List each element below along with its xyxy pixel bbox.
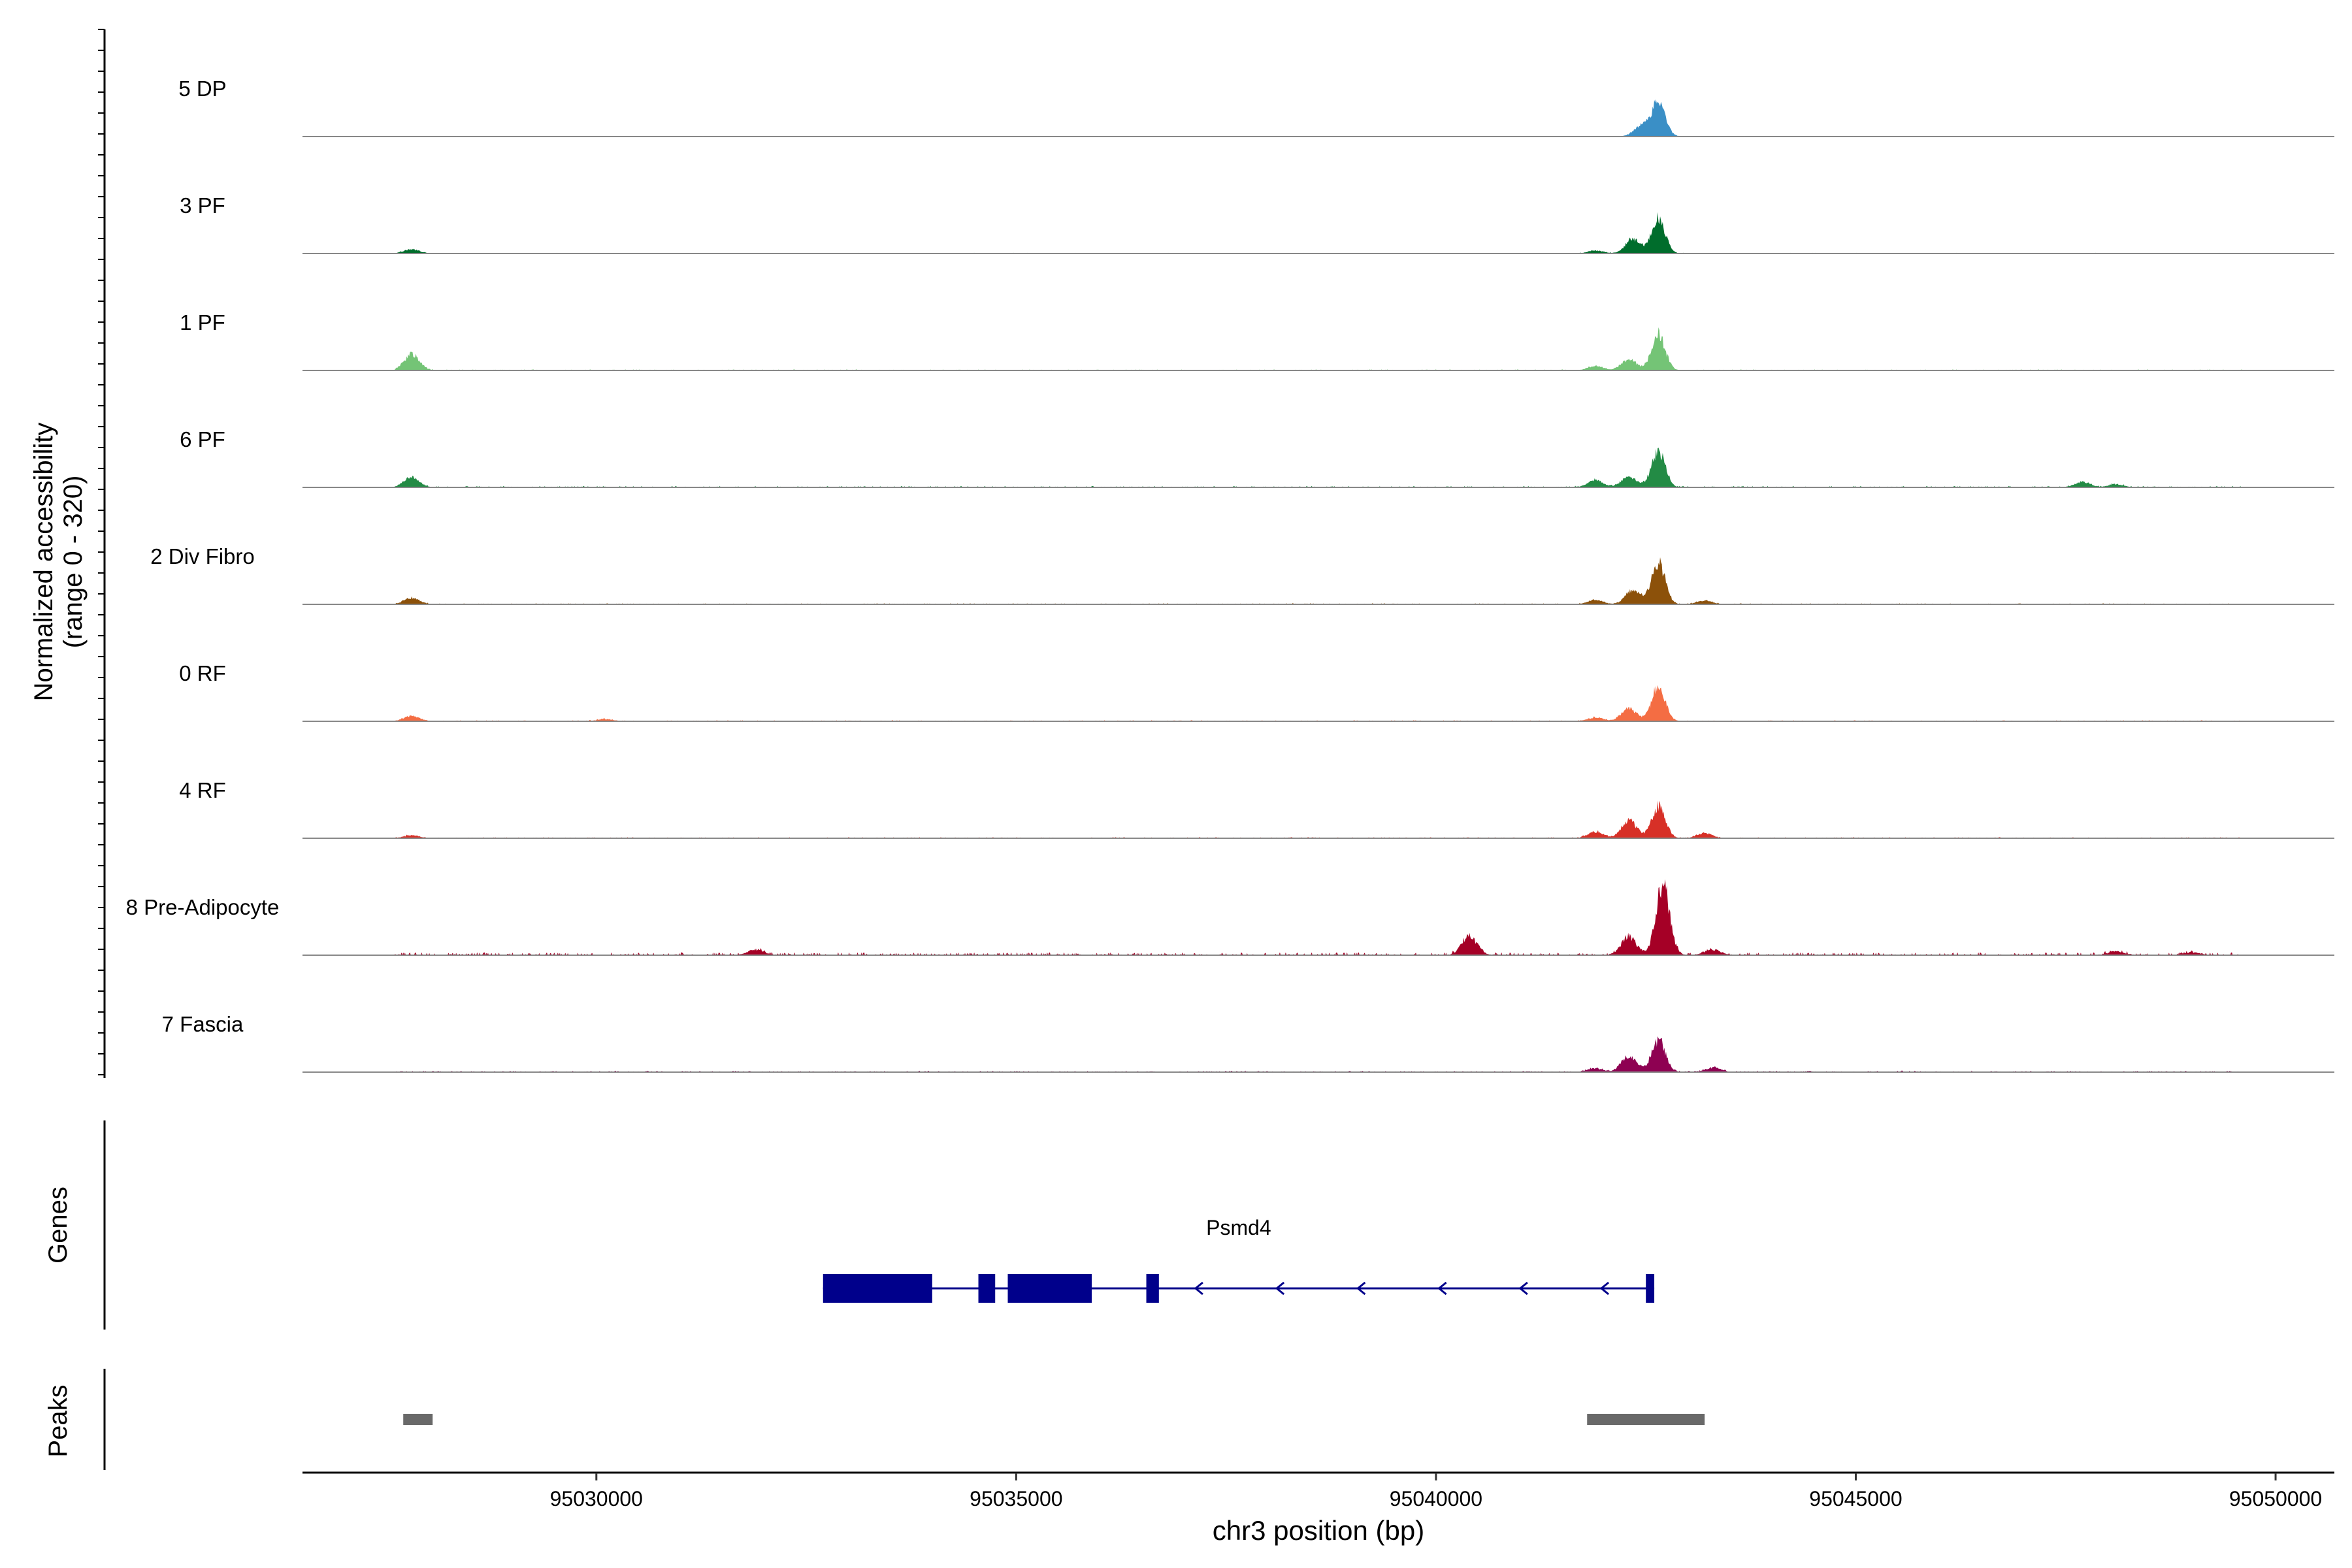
track-0-rf: 0 RF — [179, 661, 2334, 722]
track-label-0-rf: 0 RF — [179, 661, 226, 685]
coverage-area-1-pf — [395, 327, 2242, 370]
track-3-pf: 3 PF — [180, 193, 2334, 254]
x-tick-label: 95050000 — [2229, 1487, 2322, 1511]
x-tick-label: 95035000 — [970, 1487, 1062, 1511]
track-1-pf: 1 PF — [180, 310, 2334, 371]
gene-exon-1 — [823, 1274, 932, 1303]
coverage-area-8-pre-adipocyte — [395, 879, 2242, 955]
track-6-pf: 6 PF — [180, 427, 2334, 488]
track-4-rf: 4 RF — [179, 778, 2334, 839]
coverage-area-7-fascia — [395, 1036, 2242, 1072]
coverage-area-4-rf — [395, 800, 2242, 838]
gene-exon-4 — [1146, 1274, 1159, 1303]
genes-panel-label: Genes — [44, 1186, 73, 1264]
track-label-6-pf: 6 PF — [180, 427, 225, 451]
peaks-panel-label: Peaks — [44, 1384, 73, 1457]
x-axis-ticks: 95030000 95035000 95040000 95045000 95050000 — [550, 1473, 2322, 1511]
x-tick-label: 95045000 — [1809, 1487, 1902, 1511]
track-5-dp: 5 DP — [178, 76, 2334, 137]
coverage-area-6-pf — [395, 448, 2242, 487]
gene-strand-arrow — [1599, 1281, 1610, 1296]
gene-strand-arrow — [1275, 1281, 1285, 1296]
gene-exon-2 — [978, 1274, 996, 1303]
track-label-5-dp: 5 DP — [178, 76, 226, 101]
track-label-2-div-fibro: 2 Div Fibro — [150, 544, 255, 568]
peaks-track — [403, 1414, 1705, 1425]
gene-strand-arrow — [1437, 1281, 1447, 1296]
coverage-y-ticks — [98, 29, 105, 1075]
x-tick-label: 95040000 — [1390, 1487, 1482, 1511]
gene-strand-arrow — [1518, 1281, 1528, 1296]
coverage-area-3-pf — [395, 212, 2242, 253]
gene-strand-arrow — [1356, 1281, 1366, 1296]
coverage-area-5-dp — [395, 99, 2242, 137]
y-axis-label-line1: Normalized accessibility — [29, 423, 58, 702]
coverage-area-0-rf — [395, 685, 2242, 721]
y-axis-label-line2: (range 0 - 320) — [59, 476, 88, 649]
coverage-area-2-div-fibro — [395, 557, 2242, 604]
gene-strand-arrow — [1194, 1281, 1203, 1296]
gene-track: Psmd4 — [823, 1216, 1655, 1303]
x-tick-label: 95030000 — [550, 1487, 643, 1511]
track-label-8-pre-adipocyte: 8 Pre-Adipocyte — [126, 895, 280, 919]
track-7-fascia: 7 Fascia — [162, 1012, 2334, 1073]
track-label-7-fascia: 7 Fascia — [162, 1012, 244, 1036]
peak-region-2 — [1587, 1414, 1705, 1425]
gene-exon-5 — [1646, 1274, 1655, 1303]
track-8-pre-adipocyte: 8 Pre-Adipocyte — [126, 879, 2334, 956]
x-axis-title: chr3 position (bp) — [1213, 1515, 1425, 1546]
track-label-4-rf: 4 RF — [179, 778, 226, 802]
coverage-tracks: 5 DP 3 PF 1 PF 6 PF 2 Div Fibro 0 RF 4 RF 8 Pre… — [126, 76, 2334, 1073]
track-2-div-fibro: 2 Div Fibro — [150, 544, 2334, 605]
peak-region-1 — [403, 1414, 433, 1425]
gene-exon-3 — [1007, 1274, 1092, 1303]
track-label-1-pf: 1 PF — [180, 310, 225, 335]
track-label-3-pf: 3 PF — [180, 193, 225, 218]
gene-name-psmd4: Psmd4 — [1206, 1216, 1271, 1239]
